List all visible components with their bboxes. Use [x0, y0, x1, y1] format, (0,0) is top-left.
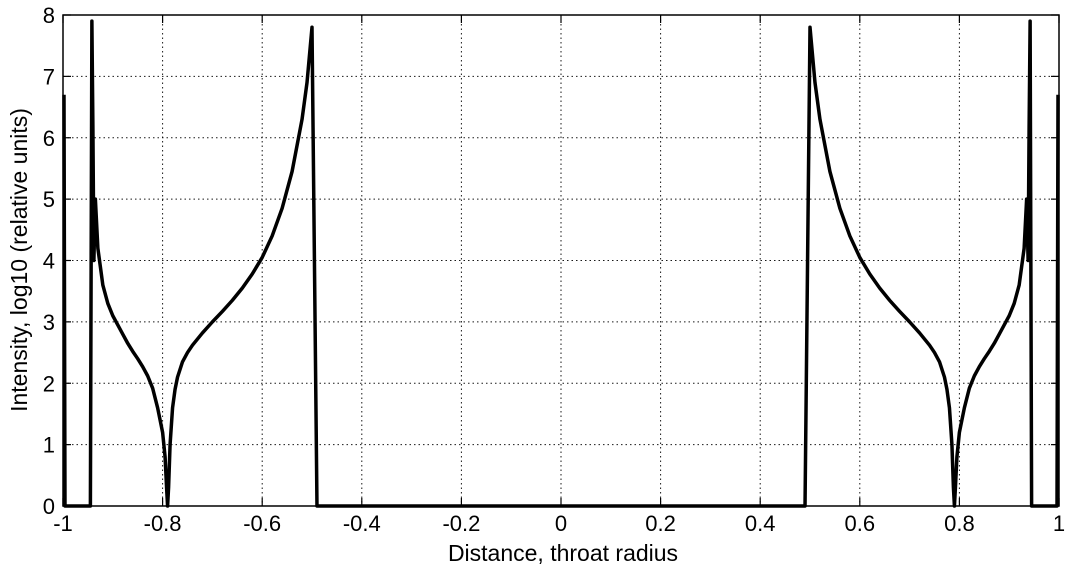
y-tick-label: 7: [43, 64, 55, 89]
grid: [63, 15, 1059, 506]
x-tick-label: 0.4: [745, 511, 776, 536]
y-tick-label: 5: [43, 187, 55, 212]
x-tick-label: 1: [1053, 511, 1065, 536]
x-axis-title: Distance, throat radius: [448, 540, 678, 566]
x-tick-label: -0.2: [442, 511, 480, 536]
x-tick-label: -1: [53, 511, 73, 536]
x-tick-label: 0.6: [845, 511, 876, 536]
x-tick-label: 0: [555, 511, 567, 536]
y-tick-label: 6: [43, 126, 55, 151]
y-axis-title: Intensity, log10 (relative units): [6, 108, 32, 412]
x-tick-label: -0.4: [343, 511, 381, 536]
y-tick-label: 4: [43, 249, 55, 274]
y-tick-label: 1: [43, 433, 55, 458]
x-tick-label: 0.2: [645, 511, 676, 536]
y-tick-label: 2: [43, 371, 55, 396]
y-tick-label: 3: [43, 310, 55, 335]
axis-ticks: -1 -0.8 -0.6 -0.4 -0.2 0 0.2 0.4 0.6 0.8 1 0 1 2 3 4 5 6 7…: [43, 3, 1065, 536]
y-tick-label: 0: [43, 494, 55, 519]
y-tick-label: 8: [43, 3, 55, 28]
x-tick-label: 0.8: [944, 511, 975, 536]
x-tick-label: -0.6: [243, 511, 281, 536]
x-tick-label: -0.8: [144, 511, 182, 536]
